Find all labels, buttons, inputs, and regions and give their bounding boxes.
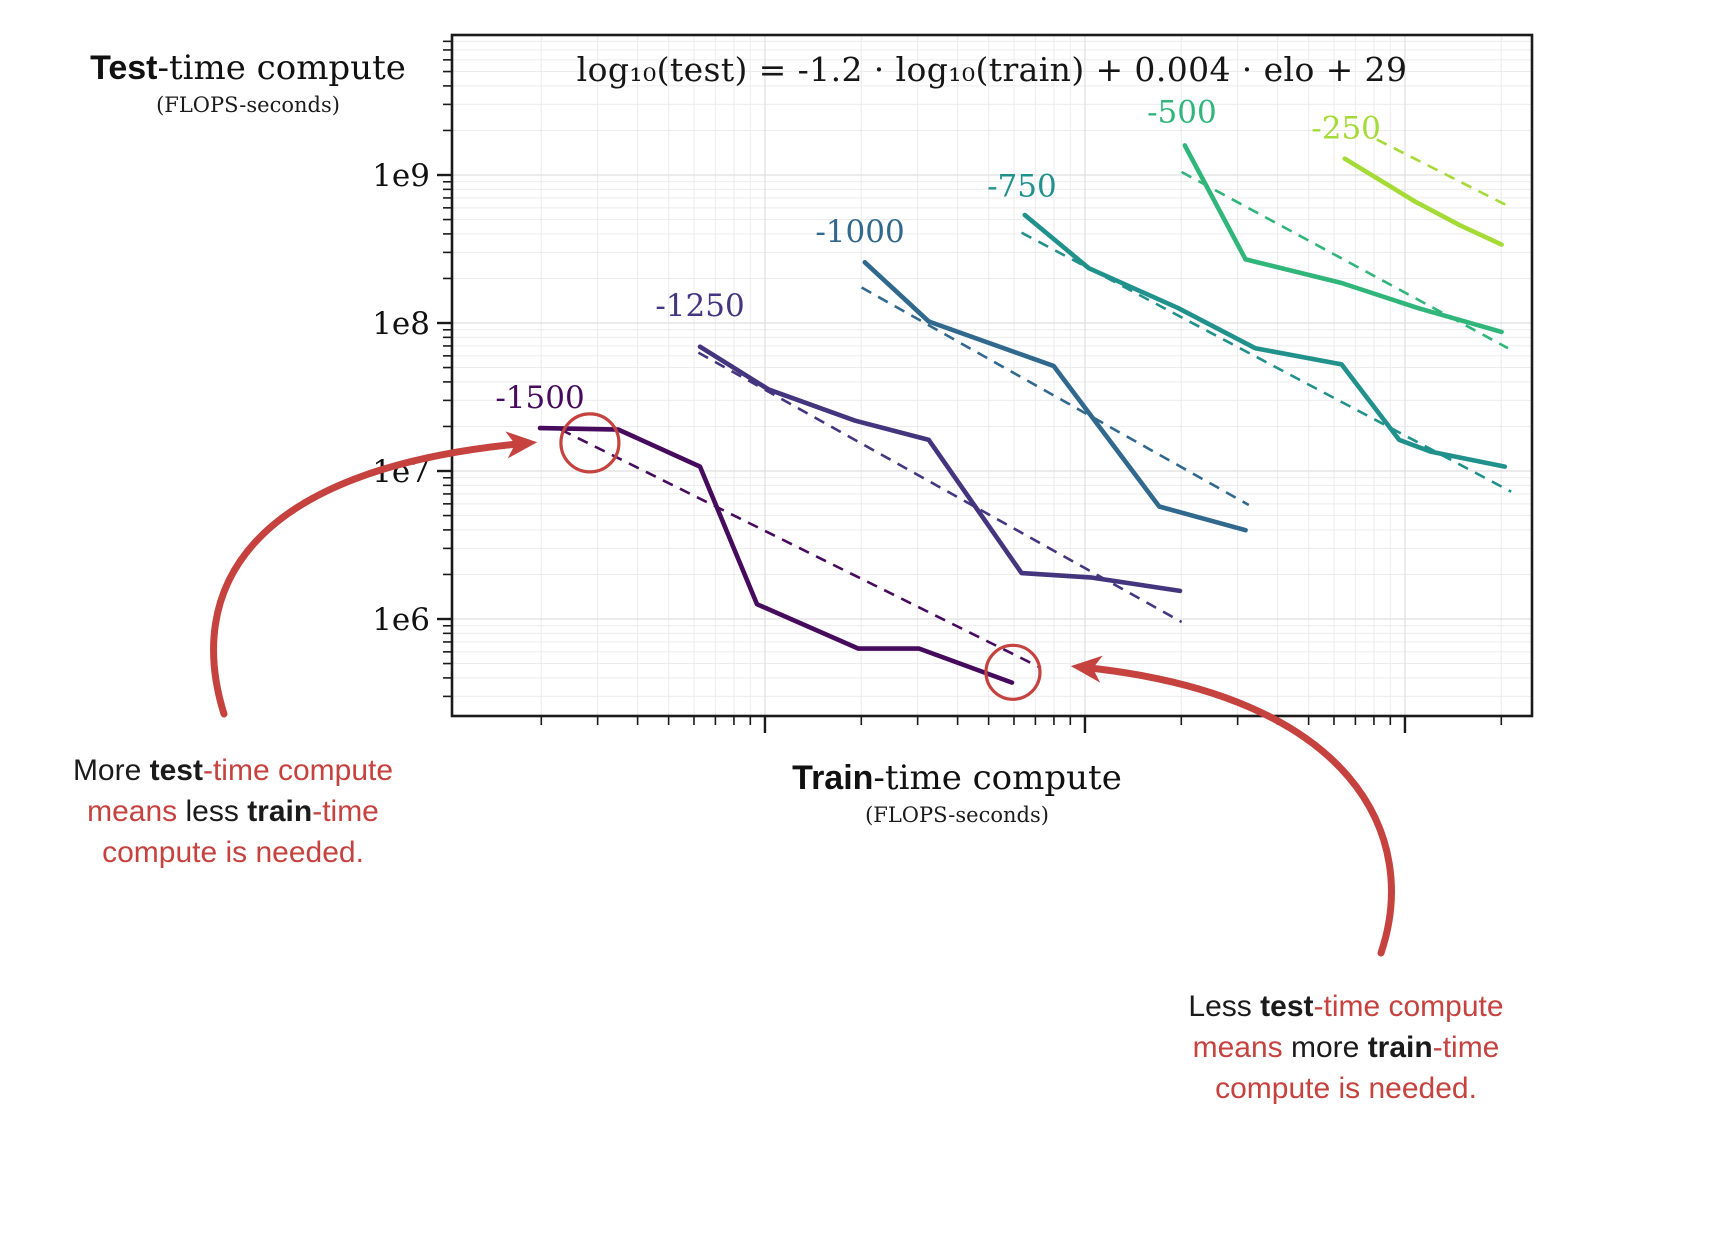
note-more-test-compute: More test-time compute means less train-t… xyxy=(28,750,438,873)
plot-frame xyxy=(450,33,1534,718)
series-label: -250 xyxy=(1311,111,1381,147)
x-axis-title: Train-time compute (FLOPS-seconds) xyxy=(702,758,1212,827)
note-segment: -time xyxy=(1432,1031,1500,1064)
series-solid-line xyxy=(1182,143,1504,335)
note-line: More test-time compute xyxy=(28,750,438,791)
note-line: compute is needed. xyxy=(28,832,438,873)
note-segment: train xyxy=(247,795,313,828)
note-segment: More xyxy=(72,754,150,787)
note-segment: -time xyxy=(312,795,379,828)
note-line: Less test-time compute xyxy=(1140,986,1552,1027)
red-annotation-circle xyxy=(984,643,1042,701)
note-less-test-compute: Less test-time compute means more train-t… xyxy=(1140,986,1552,1109)
series-trend-dashed xyxy=(860,286,1250,507)
red-annotation-circle xyxy=(559,412,621,474)
note-line: means more train-time xyxy=(1140,1027,1552,1068)
series-trend-dashed xyxy=(1020,231,1512,493)
note-segment: more xyxy=(1291,1031,1368,1064)
series-solid-line xyxy=(1022,212,1508,469)
y-tick-label: 1e6 xyxy=(372,602,430,638)
note-segment: compute is needed. xyxy=(1215,1072,1477,1105)
note-segment: test xyxy=(149,754,203,787)
x-axis-subtitle: (FLOPS-seconds) xyxy=(865,803,1049,827)
note-segment: means xyxy=(87,795,186,828)
x-axis-title-rest: -time compute xyxy=(873,758,1122,798)
series-solid-line xyxy=(1342,156,1504,247)
x-axis-title-bold: Train xyxy=(792,759,874,797)
note-line: means less train-time xyxy=(28,791,438,832)
y-axis-title: Test-time compute (FLOPS-seconds) xyxy=(58,48,438,117)
series-trend-dashed xyxy=(1376,138,1512,209)
note-segment: compute is needed. xyxy=(102,836,364,869)
series-trend-dashed xyxy=(560,428,1042,669)
series-solid-line xyxy=(862,259,1248,533)
series-label: -500 xyxy=(1147,94,1217,130)
y-axis-subtitle: (FLOPS-seconds) xyxy=(156,93,340,117)
red-arrow xyxy=(1070,655,1395,957)
series-label: -1500 xyxy=(495,380,584,416)
equation-title: log₁₀(test) = -1.2 · log₁₀(train) + 0.00… xyxy=(576,50,1408,89)
note-segment: less xyxy=(185,795,248,828)
series-solid-line xyxy=(537,425,1015,685)
series-label: -750 xyxy=(987,168,1057,204)
note-line: compute is needed. xyxy=(1140,1068,1552,1109)
series-label: -1000 xyxy=(815,214,904,250)
note-segment: train xyxy=(1367,1031,1433,1064)
note-segment: means xyxy=(1192,1031,1291,1064)
y-tick-label: 1e8 xyxy=(372,306,430,342)
y-axis-title-rest: -time compute xyxy=(157,48,406,88)
note-segment: -time compute xyxy=(1313,990,1504,1023)
series-solid-line xyxy=(697,344,1183,594)
series-label: -1250 xyxy=(655,288,744,324)
red-arrow xyxy=(210,431,538,718)
note-segment: -time compute xyxy=(202,754,394,787)
note-segment: test xyxy=(1260,990,1314,1023)
y-tick-label: 1e9 xyxy=(372,158,430,194)
y-axis-title-bold: Test xyxy=(90,49,158,87)
note-segment: Less xyxy=(1188,990,1261,1023)
